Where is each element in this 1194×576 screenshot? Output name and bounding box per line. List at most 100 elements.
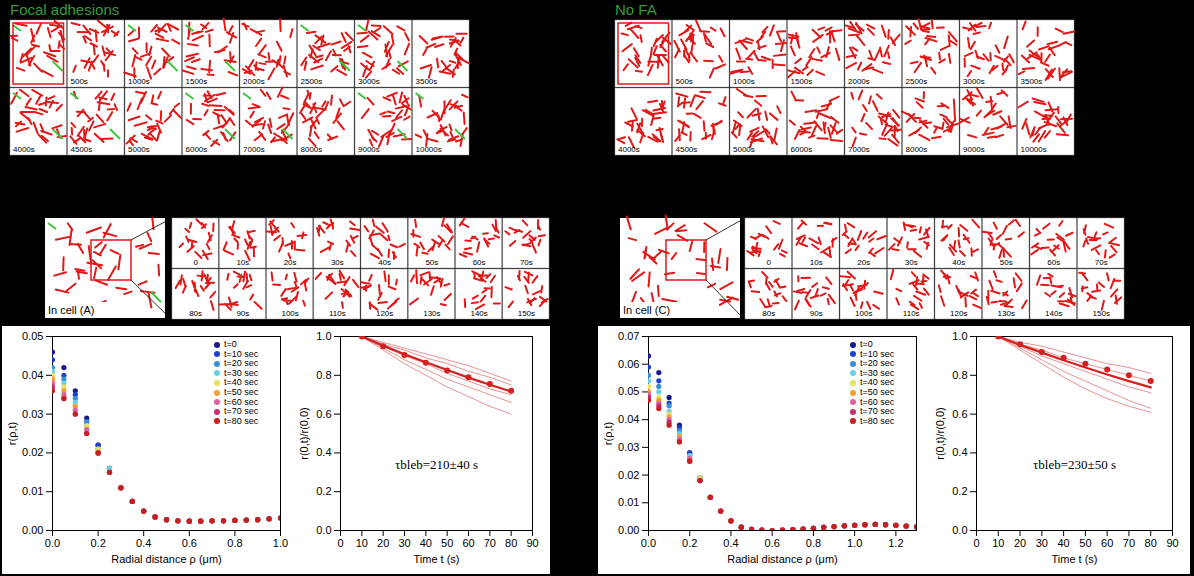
svg-text:0.04: 0.04 xyxy=(22,369,43,381)
svg-text:80s: 80s xyxy=(189,309,202,318)
svg-text:50: 50 xyxy=(441,537,453,549)
svg-text:0.02: 0.02 xyxy=(22,446,43,458)
svg-text:Radial distance ρ (μm): Radial distance ρ (μm) xyxy=(727,553,837,565)
svg-text:Time t (s): Time t (s) xyxy=(1051,553,1097,565)
svg-text:0.8: 0.8 xyxy=(806,537,821,549)
svg-text:130s: 130s xyxy=(423,309,440,318)
svg-text:80s: 80s xyxy=(762,309,775,318)
svg-text:τbleb=230±50 s: τbleb=230±50 s xyxy=(1033,457,1116,472)
svg-text:100s: 100s xyxy=(281,309,298,318)
svg-text:0.06: 0.06 xyxy=(618,358,639,370)
svg-text:Time t (s): Time t (s) xyxy=(413,553,459,565)
svg-text:3000s: 3000s xyxy=(963,77,985,86)
svg-text:0.0: 0.0 xyxy=(952,524,967,536)
svg-text:60: 60 xyxy=(1101,537,1113,549)
svg-text:50: 50 xyxy=(1079,537,1091,549)
svg-text:50s: 50s xyxy=(425,258,438,267)
svg-text:40: 40 xyxy=(1057,537,1069,549)
svg-text:90s: 90s xyxy=(236,309,249,318)
svg-text:7000s: 7000s xyxy=(848,145,870,154)
svg-text:90s: 90s xyxy=(810,309,823,318)
svg-text:0: 0 xyxy=(337,537,343,549)
svg-text:r(0,t)/r(0,0): r(0,t)/r(0,0) xyxy=(298,407,310,460)
svg-text:40s: 40s xyxy=(378,258,391,267)
svg-text:2500s: 2500s xyxy=(301,77,323,86)
svg-text:30: 30 xyxy=(398,537,410,549)
svg-text:90: 90 xyxy=(1166,537,1178,549)
svg-text:1.0: 1.0 xyxy=(847,537,862,549)
svg-text:0.00: 0.00 xyxy=(22,524,43,536)
svg-text:8000s: 8000s xyxy=(301,145,323,154)
svg-text:0.8: 0.8 xyxy=(952,369,967,381)
svg-text:0.05: 0.05 xyxy=(22,330,43,342)
svg-text:60: 60 xyxy=(462,537,474,549)
svg-text:70s: 70s xyxy=(1095,258,1108,267)
svg-text:120s: 120s xyxy=(376,309,393,318)
svg-text:9000s: 9000s xyxy=(358,145,380,154)
svg-text:1500s: 1500s xyxy=(791,77,813,86)
svg-text:500s: 500s xyxy=(676,77,693,86)
svg-text:0.8: 0.8 xyxy=(316,369,331,381)
svg-text:In cell (A): In cell (A) xyxy=(48,304,94,316)
svg-text:40: 40 xyxy=(420,537,432,549)
svg-text:500s: 500s xyxy=(71,77,88,86)
svg-text:r(ρ,t): r(ρ,t) xyxy=(602,422,614,445)
svg-text:8000s: 8000s xyxy=(906,145,928,154)
svg-text:110s: 110s xyxy=(329,309,346,318)
svg-text:0.05: 0.05 xyxy=(618,385,639,397)
svg-text:150s: 150s xyxy=(1093,309,1110,318)
svg-text:10: 10 xyxy=(992,537,1004,549)
svg-text:60s: 60s xyxy=(473,258,486,267)
svg-text:110s: 110s xyxy=(903,309,920,318)
svg-text:0.4: 0.4 xyxy=(952,446,967,458)
svg-text:80: 80 xyxy=(1145,537,1157,549)
svg-text:3500s: 3500s xyxy=(1021,77,1043,86)
svg-text:20s: 20s xyxy=(284,258,297,267)
svg-text:0.01: 0.01 xyxy=(22,485,43,497)
svg-text:0.6: 0.6 xyxy=(182,537,197,549)
svg-text:1000s: 1000s xyxy=(733,77,755,86)
svg-text:30s: 30s xyxy=(331,258,344,267)
svg-text:0.4: 0.4 xyxy=(136,537,151,549)
svg-text:1500s: 1500s xyxy=(186,77,208,86)
svg-text:20s: 20s xyxy=(857,258,870,267)
svg-text:0.0: 0.0 xyxy=(316,524,331,536)
svg-text:r(0,t)/r(0,0): r(0,t)/r(0,0) xyxy=(934,407,946,460)
svg-text:130s: 130s xyxy=(998,309,1015,318)
svg-text:In cell (C): In cell (C) xyxy=(623,304,670,316)
svg-text:r(ρ,t): r(ρ,t) xyxy=(6,422,18,445)
svg-text:10s: 10s xyxy=(810,258,823,267)
svg-text:10s: 10s xyxy=(236,258,249,267)
svg-text:30s: 30s xyxy=(905,258,918,267)
svg-text:60s: 60s xyxy=(1047,258,1060,267)
svg-text:No FA: No FA xyxy=(615,1,657,18)
svg-text:1.0: 1.0 xyxy=(316,330,331,342)
svg-text:5000s: 5000s xyxy=(733,145,755,154)
svg-text:80: 80 xyxy=(505,537,517,549)
svg-text:7000s: 7000s xyxy=(243,145,265,154)
svg-text:0.6: 0.6 xyxy=(316,408,331,420)
svg-text:4000s: 4000s xyxy=(13,145,35,154)
svg-text:100s: 100s xyxy=(855,309,872,318)
svg-text:0.4: 0.4 xyxy=(316,446,331,458)
svg-text:4500s: 4500s xyxy=(71,145,93,154)
svg-text:20: 20 xyxy=(1014,537,1026,549)
svg-text:10: 10 xyxy=(356,537,368,549)
svg-text:0: 0 xyxy=(767,258,772,267)
svg-text:150s: 150s xyxy=(518,309,535,318)
svg-text:6000s: 6000s xyxy=(186,145,208,154)
svg-text:0.4: 0.4 xyxy=(723,537,738,549)
svg-text:0.01: 0.01 xyxy=(618,496,639,508)
svg-text:140s: 140s xyxy=(470,309,487,318)
svg-text:1.0: 1.0 xyxy=(273,537,288,549)
svg-text:6000s: 6000s xyxy=(791,145,813,154)
svg-text:0.2: 0.2 xyxy=(316,485,331,497)
svg-text:2500s: 2500s xyxy=(906,77,928,86)
svg-text:4500s: 4500s xyxy=(676,145,698,154)
svg-text:120s: 120s xyxy=(950,309,967,318)
svg-text:0.00: 0.00 xyxy=(618,524,639,536)
svg-text:0.03: 0.03 xyxy=(22,408,43,420)
svg-text:0.03: 0.03 xyxy=(618,441,639,453)
svg-text:70s: 70s xyxy=(520,258,533,267)
svg-text:Focal adhesions: Focal adhesions xyxy=(10,1,119,18)
